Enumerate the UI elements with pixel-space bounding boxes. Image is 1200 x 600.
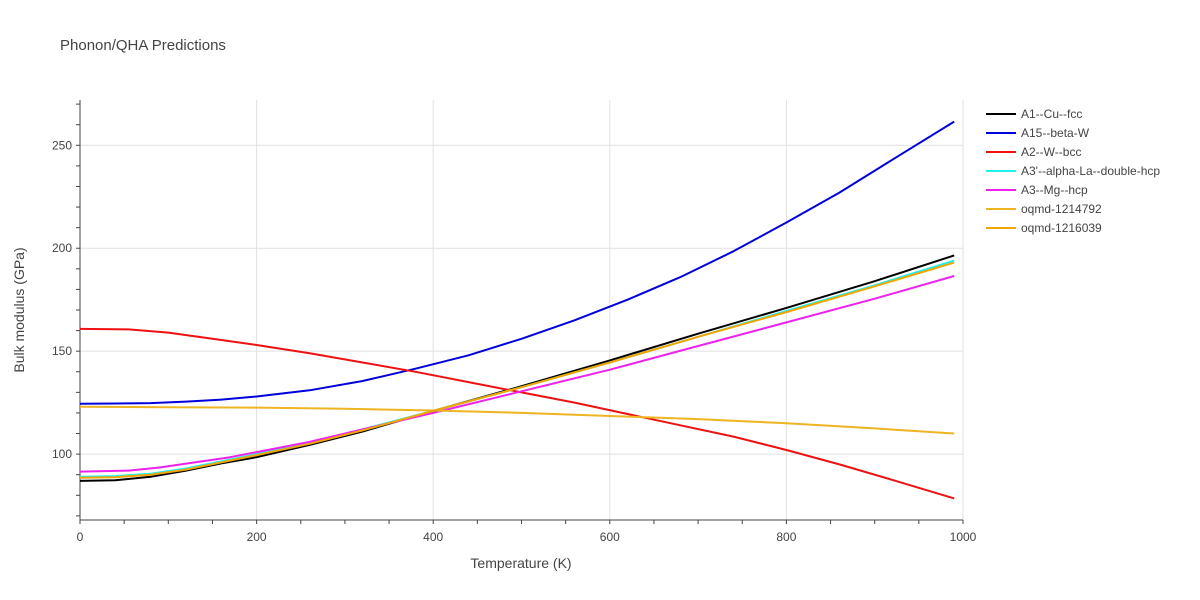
axes: 0 200 400 600 800 1000 100 150 200 250 [52, 100, 977, 544]
x-tick-label: 200 [247, 530, 267, 544]
series-line-2 [79, 327, 955, 500]
legend-label: A2--W--bcc [1021, 145, 1081, 159]
legend-item-5[interactable]: oqmd-1214792 [986, 202, 1102, 216]
x-axis-label: Temperature (K) [470, 555, 571, 571]
x-tick-label: 1000 [950, 530, 977, 544]
y-tick-label: 200 [52, 241, 72, 255]
legend-label: oqmd-1216039 [1021, 221, 1102, 235]
legend-label: A15--beta-W [1021, 126, 1090, 140]
series-line-4 [79, 275, 955, 473]
series-line-6 [79, 261, 955, 479]
legend-label: A3'--alpha-La--double-hcp [1021, 164, 1160, 178]
y-axis-label: Bulk modulus (GPa) [11, 247, 27, 372]
legend-label: oqmd-1214792 [1021, 202, 1102, 216]
legend-item-6[interactable]: oqmd-1216039 [986, 221, 1102, 235]
x-tick-label: 400 [423, 530, 443, 544]
legend-label: A1--Cu--fcc [1021, 107, 1082, 121]
y-tick-label: 100 [52, 447, 72, 461]
x-tick-label: 800 [776, 530, 796, 544]
series-line-5 [79, 405, 955, 435]
legend-item-2[interactable]: A2--W--bcc [986, 145, 1081, 159]
x-tick-label: 0 [77, 530, 84, 544]
series-line-1 [79, 120, 955, 405]
legend-label: A3--Mg--hcp [1021, 183, 1088, 197]
chart-title: Phonon/QHA Predictions [60, 37, 226, 54]
series-line-3 [79, 259, 955, 478]
y-tick-label: 150 [52, 344, 72, 358]
plot-area [79, 120, 955, 500]
series-line-0 [79, 254, 955, 482]
y-tick-label: 250 [52, 138, 72, 152]
legend[interactable]: A1--Cu--fcc A15--beta-W A2--W--bcc A3'--alp… [986, 107, 1160, 235]
x-tick-label: 600 [600, 530, 620, 544]
legend-item-4[interactable]: A3--Mg--hcp [986, 183, 1088, 197]
grid [80, 100, 964, 520]
legend-item-1[interactable]: A15--beta-W [986, 126, 1090, 140]
legend-item-0[interactable]: A1--Cu--fcc [986, 107, 1082, 121]
legend-item-3[interactable]: A3'--alpha-La--double-hcp [986, 164, 1160, 178]
